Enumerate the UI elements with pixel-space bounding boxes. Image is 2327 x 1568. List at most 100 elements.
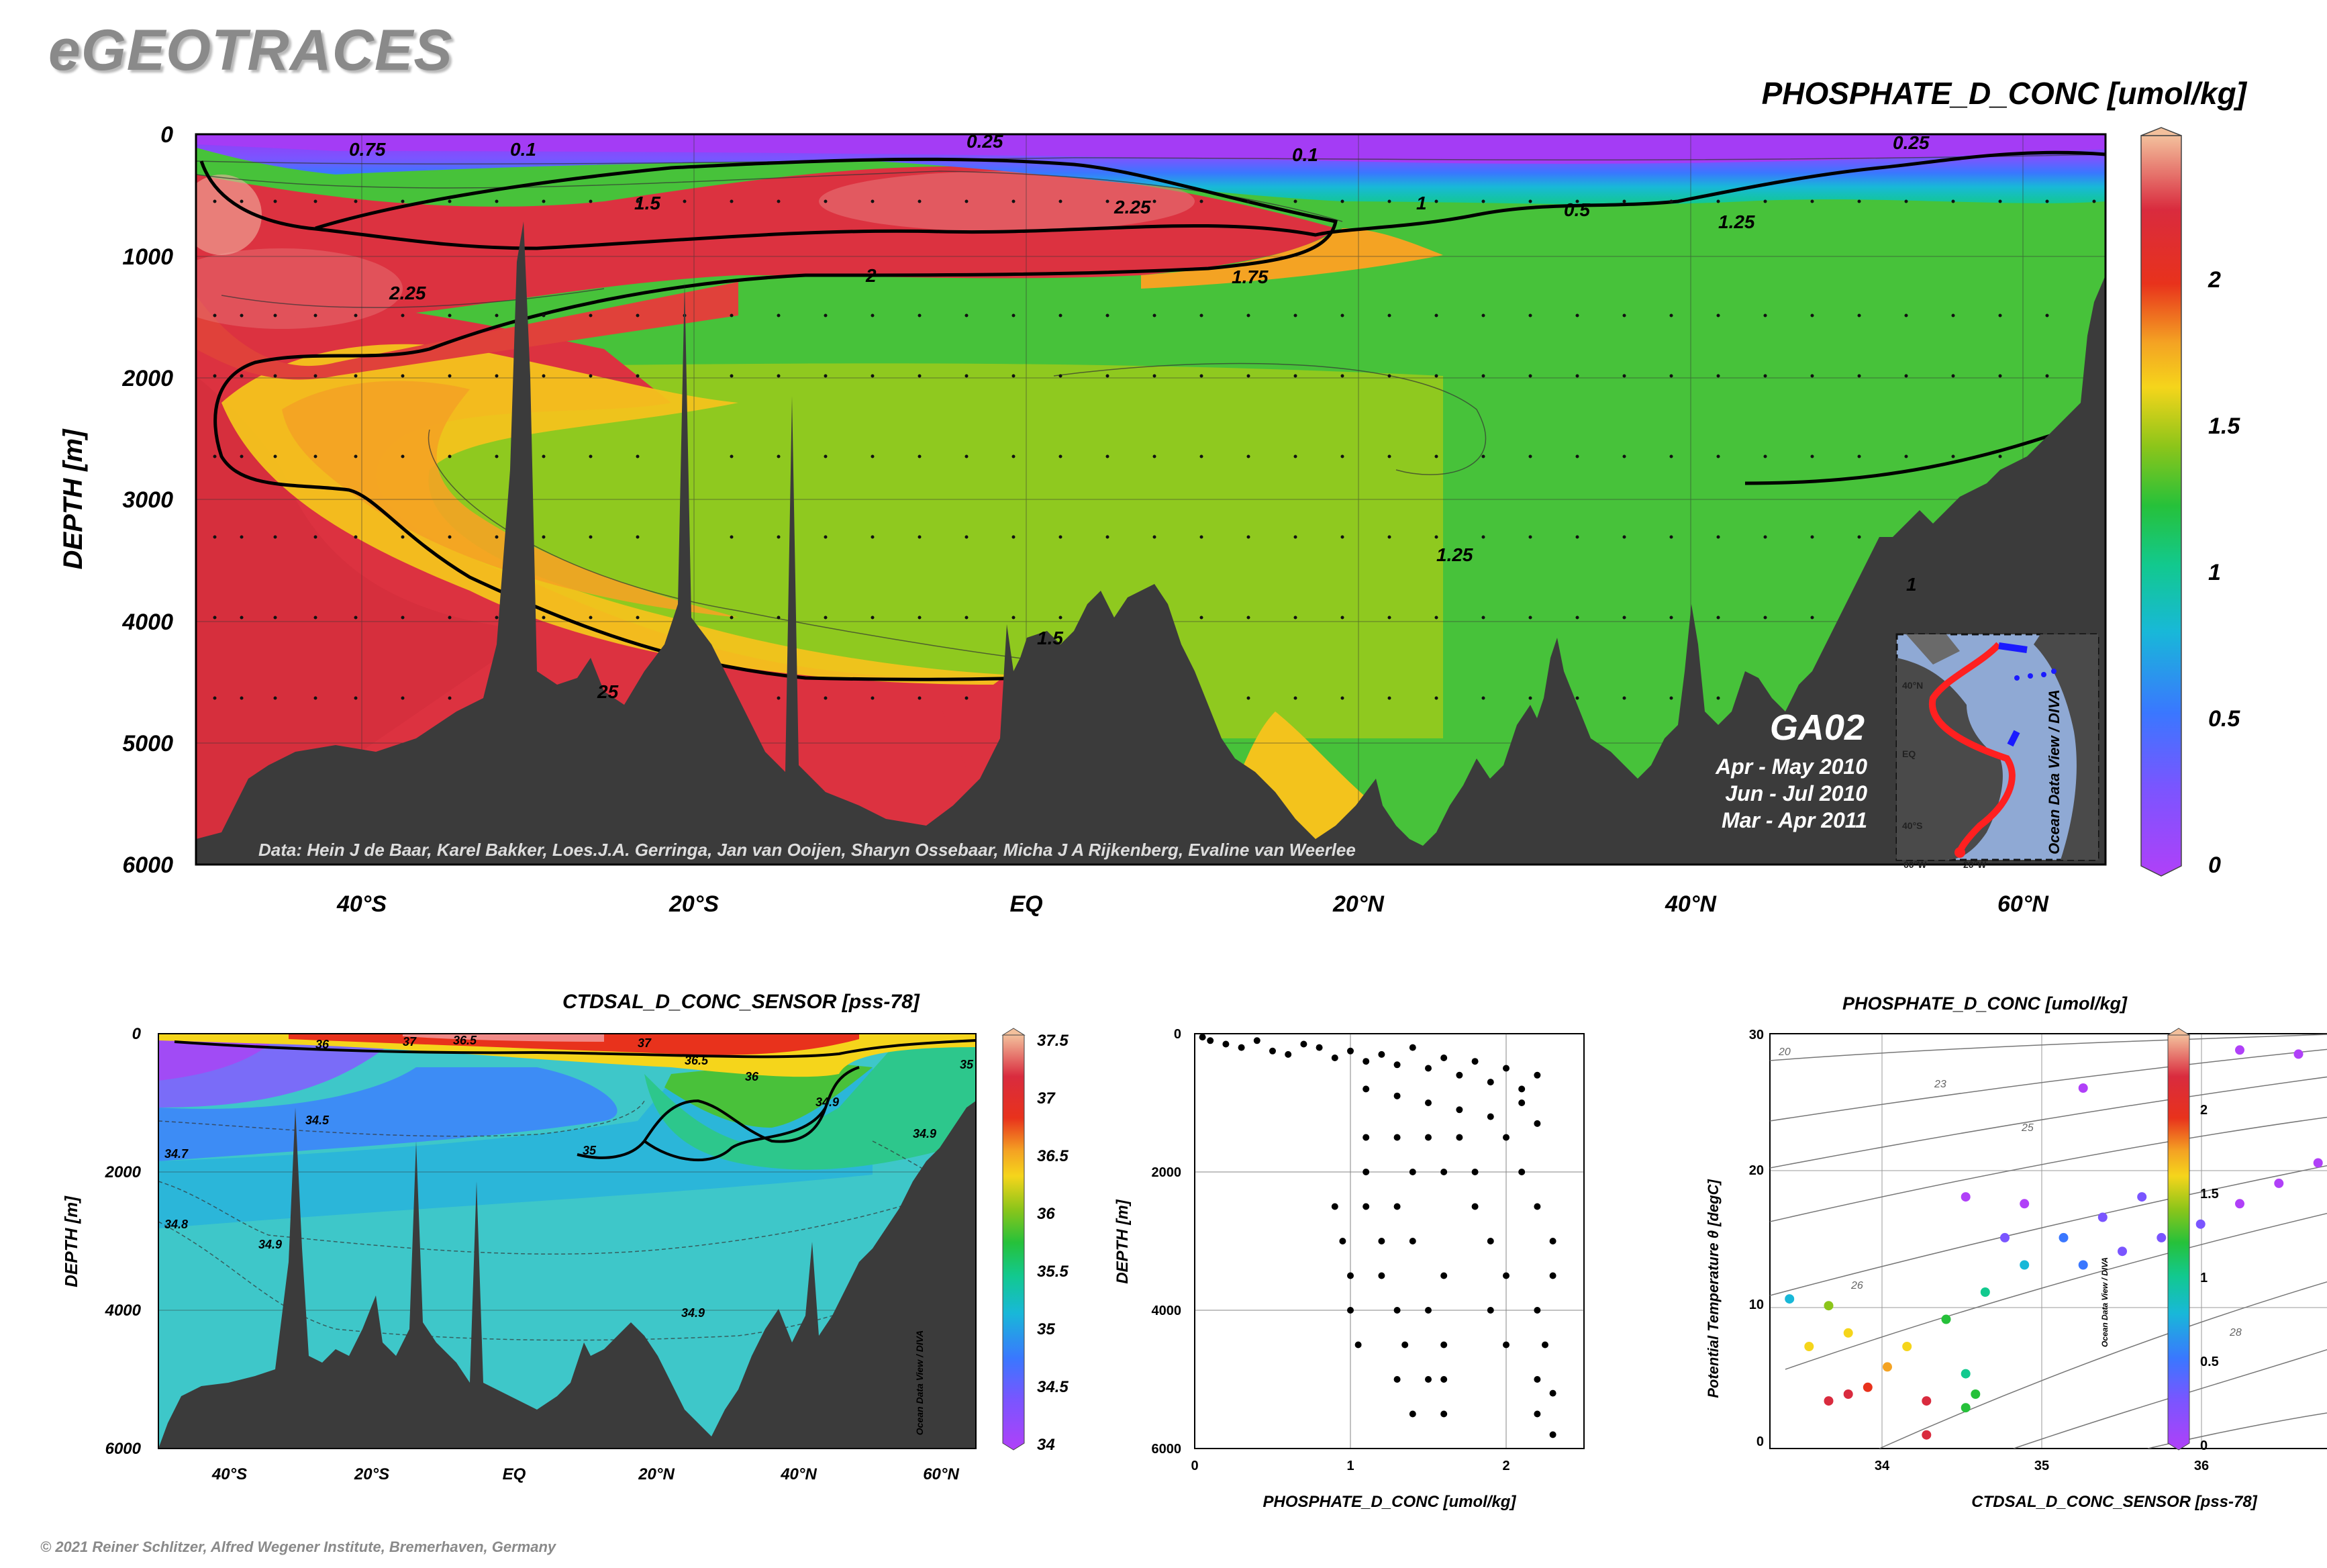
profile-point: [1347, 1272, 1354, 1279]
colorbar-tick: 34: [1037, 1436, 1055, 1454]
colorbar-tick: 1.5: [2200, 1187, 2219, 1202]
inset-label: 60°W: [1903, 859, 1927, 870]
main-y-ticks: 0 1000 2000 3000 4000 5000 6000: [121, 122, 173, 878]
x-tick-label: EQ: [1009, 891, 1042, 917]
ts-point: [2000, 1232, 2010, 1242]
profile-point: [1503, 1065, 1509, 1072]
profile-point: [1401, 1341, 1409, 1349]
y-tick-label: 0: [1756, 1434, 1764, 1449]
profile-point: [1534, 1120, 1541, 1127]
profile-point: [1425, 1376, 1432, 1383]
profile-point: [1549, 1238, 1556, 1244]
x-tick-label: 40°N: [1665, 891, 1717, 917]
salinity-y-axis-label: DEPTH [m]: [61, 1195, 81, 1287]
x-tick-label: 20°N: [638, 1465, 675, 1483]
x-tick-label: 0: [1191, 1459, 1198, 1473]
y-tick-label: 2000: [121, 366, 173, 391]
contour-label: 37: [638, 1036, 652, 1050]
odv-watermark: Ocean Data View / DIVA: [914, 1330, 925, 1435]
x-tick-label: 20°N: [1332, 891, 1385, 917]
contour-label: 36.5: [685, 1054, 709, 1067]
ts-point: [2020, 1199, 2030, 1209]
ts-point: [1902, 1342, 1912, 1351]
ts-point: [1922, 1396, 1932, 1406]
ts-point: [1961, 1192, 1971, 1202]
contour-label: 37: [403, 1035, 417, 1048]
profile-point: [1393, 1092, 1401, 1099]
profile-point: [1518, 1085, 1526, 1093]
x-tick-label: 20°S: [669, 891, 719, 917]
contour-label: 0.1: [1292, 144, 1318, 165]
profile-point: [1425, 1065, 1432, 1072]
profile-point: [1534, 1376, 1541, 1383]
profile-point: [1534, 1203, 1541, 1210]
y-tick-label: 6000: [122, 852, 173, 878]
isopycnal-label: 20: [1778, 1046, 1791, 1058]
ts-point: [1785, 1294, 1795, 1304]
ts-point: [2293, 1049, 2304, 1059]
x-tick-label: EQ: [503, 1465, 526, 1483]
profile-point: [1440, 1055, 1448, 1061]
contour-label: 35: [583, 1144, 597, 1157]
odv-watermark: Ocean Data View / DIVA: [2100, 1257, 2110, 1347]
inset-label: 40°N: [1902, 680, 1923, 691]
profile-point: [1440, 1341, 1448, 1349]
contour-label: 1.5: [1037, 628, 1063, 648]
ts-point: [2078, 1260, 2088, 1270]
profile-point: [1534, 1307, 1541, 1314]
contour-label: 34.8: [164, 1218, 188, 1231]
ts-point: [2313, 1158, 2323, 1168]
x-tick-label: 34: [1875, 1459, 1890, 1473]
x-tick-label: 60°N: [923, 1465, 959, 1483]
contour-label: 1.25: [1436, 544, 1473, 565]
contour-label: 34.9: [681, 1306, 705, 1320]
colorbar-tick: 37: [1037, 1089, 1056, 1108]
cruise-id: GA02: [1770, 707, 1865, 748]
isopycnal-label: 26: [1850, 1280, 1863, 1291]
brand-logo: eGEOTRACES: [48, 18, 453, 83]
y-tick-label: 0: [160, 122, 173, 148]
profile-point: [1363, 1085, 1370, 1093]
ts-point: [1883, 1362, 1892, 1372]
profile-point: [1393, 1061, 1401, 1069]
ts-plot-frame: [1769, 1033, 2327, 1449]
contour-label: 1.25: [1718, 211, 1755, 232]
contour-label: 0.25: [1893, 132, 1930, 153]
profile-point: [1425, 1099, 1432, 1106]
salinity-chart-title: CTDSAL_D_CONC_SENSOR [pss-78]: [562, 991, 920, 1013]
profile-point: [1378, 1272, 1385, 1279]
profile-point: [1409, 1410, 1416, 1418]
x-tick-label: 2: [1502, 1459, 1509, 1473]
profile-point: [1393, 1203, 1401, 1210]
profile-point: [1363, 1134, 1370, 1141]
contour-label: 34.9: [815, 1095, 839, 1109]
profile-point: [1487, 1307, 1494, 1314]
profile-point: [1409, 1169, 1416, 1175]
ts-point: [2274, 1178, 2284, 1188]
ts-point: [2059, 1232, 2069, 1242]
y-tick-label: 2000: [1152, 1165, 1182, 1180]
ts-point: [1804, 1342, 1814, 1351]
ts-point: [1922, 1430, 1932, 1440]
cruise-period: Apr - May 2010: [1715, 754, 1867, 779]
profile-point: [1331, 1055, 1338, 1061]
profile-point: [1316, 1044, 1323, 1051]
profile-point: [1393, 1376, 1401, 1383]
profile-point: [1409, 1044, 1416, 1051]
profile-point: [1269, 1047, 1276, 1055]
ts-point: [2235, 1045, 2244, 1055]
salinity-section-chart: 37 36.5 36 37 36.5 36 35 34.9 34.5 34.9 …: [61, 1025, 1069, 1483]
profile-point: [1471, 1169, 1479, 1175]
profile-point: [1354, 1341, 1362, 1349]
profile-point: [1440, 1272, 1448, 1279]
contour-label: 34.5: [305, 1114, 330, 1127]
cruise-period: Mar - Apr 2011: [1722, 808, 1867, 832]
profile-point: [1503, 1134, 1509, 1141]
inset-map: 40°N EQ 40°S 60°W 20°W: [1895, 633, 2099, 870]
ts-point: [2137, 1192, 2147, 1202]
profile-point: [1363, 1169, 1370, 1175]
profile-point: [1440, 1410, 1448, 1418]
profile-point: [1363, 1203, 1370, 1210]
ts-y-axis-label: Potential Temperature θ [degC]: [1705, 1179, 1722, 1398]
ts-point: [1971, 1389, 1981, 1399]
